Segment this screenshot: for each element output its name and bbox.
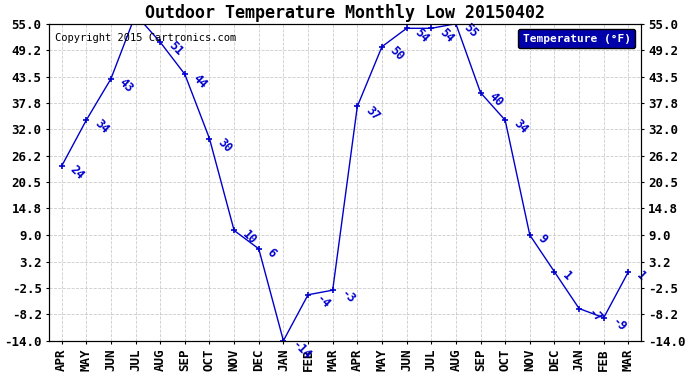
Text: 30: 30 bbox=[215, 136, 235, 155]
Text: 57: 57 bbox=[0, 374, 1, 375]
Text: 43: 43 bbox=[117, 76, 136, 95]
Text: -9: -9 bbox=[609, 315, 629, 334]
Text: 55: 55 bbox=[462, 21, 481, 40]
Text: Copyright 2015 Cartronics.com: Copyright 2015 Cartronics.com bbox=[55, 33, 237, 43]
Title: Outdoor Temperature Monthly Low 20150402: Outdoor Temperature Monthly Low 20150402 bbox=[145, 4, 545, 22]
Text: 44: 44 bbox=[190, 72, 210, 91]
Text: 50: 50 bbox=[388, 44, 407, 63]
Text: 51: 51 bbox=[166, 39, 185, 58]
Text: 1: 1 bbox=[560, 269, 574, 283]
Text: -4: -4 bbox=[313, 292, 333, 311]
Text: -3: -3 bbox=[338, 287, 357, 307]
Text: 34: 34 bbox=[511, 117, 530, 136]
Text: 54: 54 bbox=[412, 26, 431, 45]
Text: 10: 10 bbox=[239, 228, 259, 247]
Text: 54: 54 bbox=[437, 26, 456, 45]
Text: -7: -7 bbox=[584, 306, 604, 325]
Text: 40: 40 bbox=[486, 90, 505, 109]
Text: 1: 1 bbox=[634, 269, 648, 283]
Text: 24: 24 bbox=[67, 164, 86, 183]
Text: 6: 6 bbox=[264, 246, 279, 260]
Legend: Temperature (°F): Temperature (°F) bbox=[518, 29, 635, 48]
Text: -14: -14 bbox=[289, 338, 313, 362]
Text: 34: 34 bbox=[92, 117, 111, 136]
Text: 9: 9 bbox=[535, 232, 550, 246]
Text: 37: 37 bbox=[363, 104, 382, 123]
